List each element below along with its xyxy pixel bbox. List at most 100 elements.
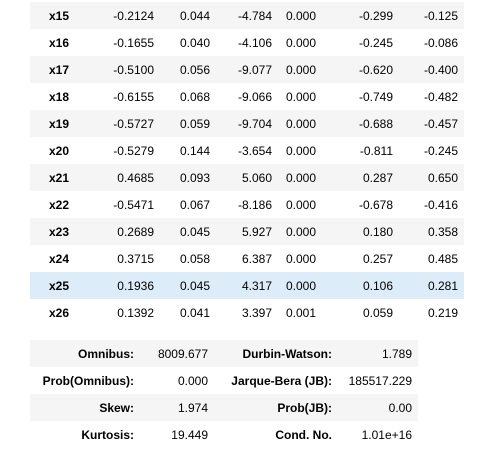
stat-label: Prob(Omnibus): <box>30 367 140 394</box>
coef-cell: 0.1392 <box>80 299 160 326</box>
table-row: x17 -0.5100 0.056 -9.077 0.000 -0.620 -0… <box>30 56 464 83</box>
ci-high-cell: -0.457 <box>399 110 464 137</box>
coef-cell: -0.5100 <box>80 56 160 83</box>
ci-low-cell: -0.245 <box>322 29 399 56</box>
table-row: x18 -0.6155 0.068 -9.066 0.000 -0.749 -0… <box>30 83 464 110</box>
ci-low-cell: 0.180 <box>322 218 399 245</box>
ci-low-cell: -0.688 <box>322 110 399 137</box>
stat-value: 185517.229 <box>338 367 418 394</box>
diagnostics-row: Prob(Omnibus): 0.000 Jarque-Bera (JB): 1… <box>30 367 418 394</box>
ci-low-cell: 0.106 <box>322 272 399 299</box>
coefficient-table: x15 -0.2124 0.044 -4.784 0.000 -0.299 -0… <box>30 2 464 326</box>
z-cell: 3.397 <box>216 299 278 326</box>
variable-name: x25 <box>30 272 80 299</box>
stat-value: 1.01e+16 <box>338 421 418 448</box>
stat-label: Jarque-Bera (JB): <box>214 367 338 394</box>
std-err-cell: 0.058 <box>160 245 216 272</box>
stat-label: Prob(JB): <box>214 394 338 421</box>
ci-high-cell: -0.482 <box>399 83 464 110</box>
table-row: x19 -0.5727 0.059 -9.704 0.000 -0.688 -0… <box>30 110 464 137</box>
ci-low-cell: -0.749 <box>322 83 399 110</box>
z-cell: 4.317 <box>216 272 278 299</box>
p-value-cell: 0.000 <box>278 83 322 110</box>
std-err-cell: 0.067 <box>160 191 216 218</box>
ci-high-cell: 0.219 <box>399 299 464 326</box>
table-row: x22 -0.5471 0.067 -8.186 0.000 -0.678 -0… <box>30 191 464 218</box>
z-cell: -4.784 <box>216 2 278 29</box>
stat-value: 1.789 <box>338 340 418 367</box>
coef-cell: -0.5471 <box>80 191 160 218</box>
std-err-cell: 0.093 <box>160 164 216 191</box>
table-row-hovered: x25 0.1936 0.045 4.317 0.000 0.106 0.281 <box>30 272 464 299</box>
p-value-cell: 0.001 <box>278 299 322 326</box>
variable-name: x16 <box>30 29 80 56</box>
coef-cell: -0.1655 <box>80 29 160 56</box>
z-cell: -8.186 <box>216 191 278 218</box>
coef-cell: -0.5727 <box>80 110 160 137</box>
variable-name: x18 <box>30 83 80 110</box>
std-err-cell: 0.040 <box>160 29 216 56</box>
coef-cell: -0.2124 <box>80 2 160 29</box>
stat-label: Omnibus: <box>30 340 140 367</box>
ci-high-cell: 0.485 <box>399 245 464 272</box>
variable-name: x19 <box>30 110 80 137</box>
ci-high-cell: -0.400 <box>399 56 464 83</box>
diagnostics-table: Omnibus: 8009.677 Durbin-Watson: 1.789 P… <box>30 340 418 448</box>
stat-label: Durbin-Watson: <box>214 340 338 367</box>
diagnostics-row: Omnibus: 8009.677 Durbin-Watson: 1.789 <box>30 340 418 367</box>
p-value-cell: 0.000 <box>278 110 322 137</box>
stat-value: 19.449 <box>140 421 214 448</box>
p-value-cell: 0.000 <box>278 245 322 272</box>
z-cell: -4.106 <box>216 29 278 56</box>
std-err-cell: 0.144 <box>160 137 216 164</box>
z-cell: -3.654 <box>216 137 278 164</box>
ci-high-cell: -0.416 <box>399 191 464 218</box>
ci-low-cell: -0.678 <box>322 191 399 218</box>
variable-name: x15 <box>30 2 80 29</box>
coef-cell: 0.3715 <box>80 245 160 272</box>
ci-low-cell: -0.811 <box>322 137 399 164</box>
stat-label: Skew: <box>30 394 140 421</box>
ci-low-cell: -0.620 <box>322 56 399 83</box>
stat-value: 0.000 <box>140 367 214 394</box>
p-value-cell: 0.000 <box>278 164 322 191</box>
coef-cell: -0.5279 <box>80 137 160 164</box>
table-row: x20 -0.5279 0.144 -3.654 0.000 -0.811 -0… <box>30 137 464 164</box>
stat-label: Cond. No. <box>214 421 338 448</box>
stat-label: Kurtosis: <box>30 421 140 448</box>
table-row: x24 0.3715 0.058 6.387 0.000 0.257 0.485 <box>30 245 464 272</box>
std-err-cell: 0.045 <box>160 272 216 299</box>
coef-cell: 0.1936 <box>80 272 160 299</box>
std-err-cell: 0.056 <box>160 56 216 83</box>
variable-name: x23 <box>30 218 80 245</box>
std-err-cell: 0.044 <box>160 2 216 29</box>
ci-high-cell: 0.281 <box>399 272 464 299</box>
std-err-cell: 0.059 <box>160 110 216 137</box>
variable-name: x21 <box>30 164 80 191</box>
table-row: x16 -0.1655 0.040 -4.106 0.000 -0.245 -0… <box>30 29 464 56</box>
ci-low-cell: -0.299 <box>322 2 399 29</box>
diagnostics-table-body: Omnibus: 8009.677 Durbin-Watson: 1.789 P… <box>30 340 418 448</box>
p-value-cell: 0.000 <box>278 137 322 164</box>
z-cell: -9.066 <box>216 83 278 110</box>
diagnostics-row: Kurtosis: 19.449 Cond. No. 1.01e+16 <box>30 421 418 448</box>
table-row: x23 0.2689 0.045 5.927 0.000 0.180 0.358 <box>30 218 464 245</box>
z-cell: 6.387 <box>216 245 278 272</box>
z-cell: -9.704 <box>216 110 278 137</box>
table-row: x26 0.1392 0.041 3.397 0.001 0.059 0.219 <box>30 299 464 326</box>
stat-value: 0.00 <box>338 394 418 421</box>
ci-high-cell: -0.086 <box>399 29 464 56</box>
p-value-cell: 0.000 <box>278 2 322 29</box>
variable-name: x22 <box>30 191 80 218</box>
coef-cell: 0.2689 <box>80 218 160 245</box>
p-value-cell: 0.000 <box>278 56 322 83</box>
ci-high-cell: -0.245 <box>399 137 464 164</box>
ci-high-cell: 0.650 <box>399 164 464 191</box>
stat-value: 8009.677 <box>140 340 214 367</box>
stat-value: 1.974 <box>140 394 214 421</box>
ci-low-cell: 0.059 <box>322 299 399 326</box>
variable-name: x26 <box>30 299 80 326</box>
table-row: x21 0.4685 0.093 5.060 0.000 0.287 0.650 <box>30 164 464 191</box>
variable-name: x24 <box>30 245 80 272</box>
table-row: x15 -0.2124 0.044 -4.784 0.000 -0.299 -0… <box>30 2 464 29</box>
